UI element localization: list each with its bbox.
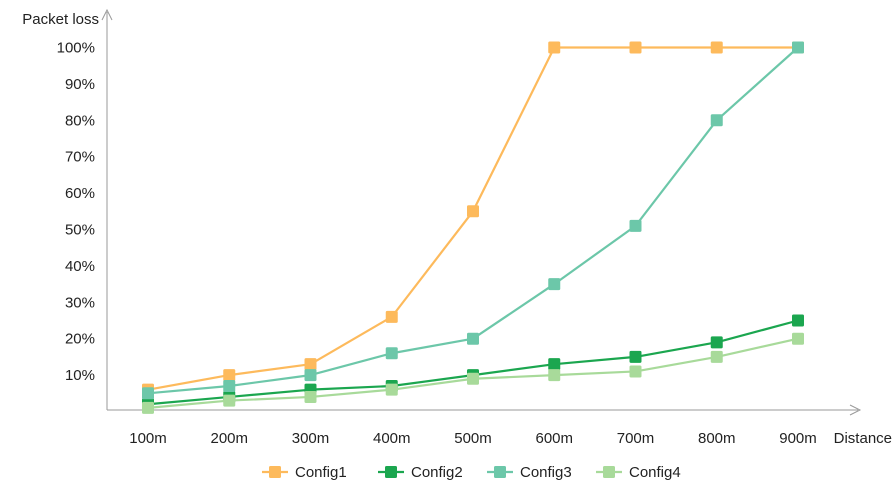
y-tick-label: 70% bbox=[65, 149, 95, 166]
legend-marker bbox=[385, 466, 397, 478]
legend-item-config1: Config1 bbox=[262, 464, 347, 481]
x-axis-arrow bbox=[849, 404, 862, 416]
data-point bbox=[304, 369, 317, 382]
data-point bbox=[385, 383, 398, 396]
series-config4 bbox=[142, 332, 804, 414]
x-tick-label: 400m bbox=[373, 430, 411, 447]
legend-label: Config3 bbox=[520, 464, 572, 481]
data-point bbox=[792, 41, 804, 54]
legend-marker bbox=[269, 466, 281, 478]
data-point bbox=[792, 332, 804, 345]
data-point bbox=[629, 41, 642, 54]
legend-marker bbox=[494, 466, 506, 478]
series-config2 bbox=[142, 314, 804, 411]
data-point bbox=[629, 219, 642, 232]
y-tick-label: 50% bbox=[65, 222, 95, 239]
y-tick-labels: 10% 20% 30% 40% 50% 60% 70% 80% 90% 100% bbox=[57, 40, 95, 385]
data-point bbox=[223, 369, 236, 382]
x-tick-label: 900m bbox=[779, 430, 817, 447]
y-tick-label: 20% bbox=[65, 331, 95, 348]
x-tick-label: 700m bbox=[617, 430, 655, 447]
data-point bbox=[385, 347, 398, 360]
legend-label: Config4 bbox=[629, 464, 681, 481]
data-point bbox=[548, 41, 561, 54]
x-axis-title: Distance bbox=[834, 430, 892, 447]
x-tick-label: 600m bbox=[535, 430, 573, 447]
y-tick-label: 60% bbox=[65, 185, 95, 202]
x-tick-label: 500m bbox=[454, 430, 492, 447]
data-point bbox=[710, 350, 723, 363]
data-point bbox=[304, 358, 317, 371]
legend-item-config3: Config3 bbox=[487, 464, 572, 481]
y-axis-arrow bbox=[101, 8, 113, 21]
data-point bbox=[304, 390, 317, 403]
x-tick-label: 200m bbox=[210, 430, 248, 447]
legend-marker bbox=[603, 466, 615, 478]
data-point bbox=[629, 350, 642, 363]
y-tick-label: 30% bbox=[65, 294, 95, 311]
data-point bbox=[548, 358, 561, 371]
data-point bbox=[548, 369, 561, 382]
x-tick-label: 800m bbox=[698, 430, 736, 447]
data-point bbox=[629, 365, 642, 378]
data-point bbox=[385, 310, 398, 323]
data-point bbox=[710, 41, 723, 54]
axes: Packet loss Distance bbox=[22, 8, 892, 447]
series-config3 bbox=[142, 41, 804, 400]
y-tick-label: 100% bbox=[57, 40, 95, 57]
data-point bbox=[223, 380, 236, 393]
y-tick-label: 10% bbox=[65, 367, 95, 384]
legend-item-config2: Config2 bbox=[378, 464, 463, 481]
y-tick-label: 80% bbox=[65, 112, 95, 129]
data-point bbox=[467, 205, 479, 218]
legend: Config1 Config2 Config3 Config4 bbox=[262, 464, 681, 481]
series-layer bbox=[142, 41, 804, 414]
data-point bbox=[710, 114, 723, 127]
x-tick-labels: 100m 200m 300m 400m 500m 600m 700m 800m 900m bbox=[129, 430, 817, 447]
y-tick-label: 40% bbox=[65, 258, 95, 275]
legend-item-config4: Config4 bbox=[596, 464, 681, 481]
data-point bbox=[142, 387, 154, 400]
legend-label: Config1 bbox=[295, 464, 347, 481]
data-point bbox=[223, 394, 236, 407]
data-point bbox=[710, 336, 723, 349]
x-tick-label: 300m bbox=[292, 430, 330, 447]
data-point bbox=[548, 278, 561, 291]
data-point bbox=[467, 372, 479, 385]
data-point bbox=[467, 332, 479, 345]
y-axis-title: Packet loss bbox=[22, 11, 99, 28]
data-point bbox=[792, 314, 804, 327]
legend-label: Config2 bbox=[411, 464, 463, 481]
x-tick-label: 100m bbox=[129, 430, 167, 447]
data-point bbox=[142, 401, 154, 414]
y-tick-label: 90% bbox=[65, 76, 95, 93]
